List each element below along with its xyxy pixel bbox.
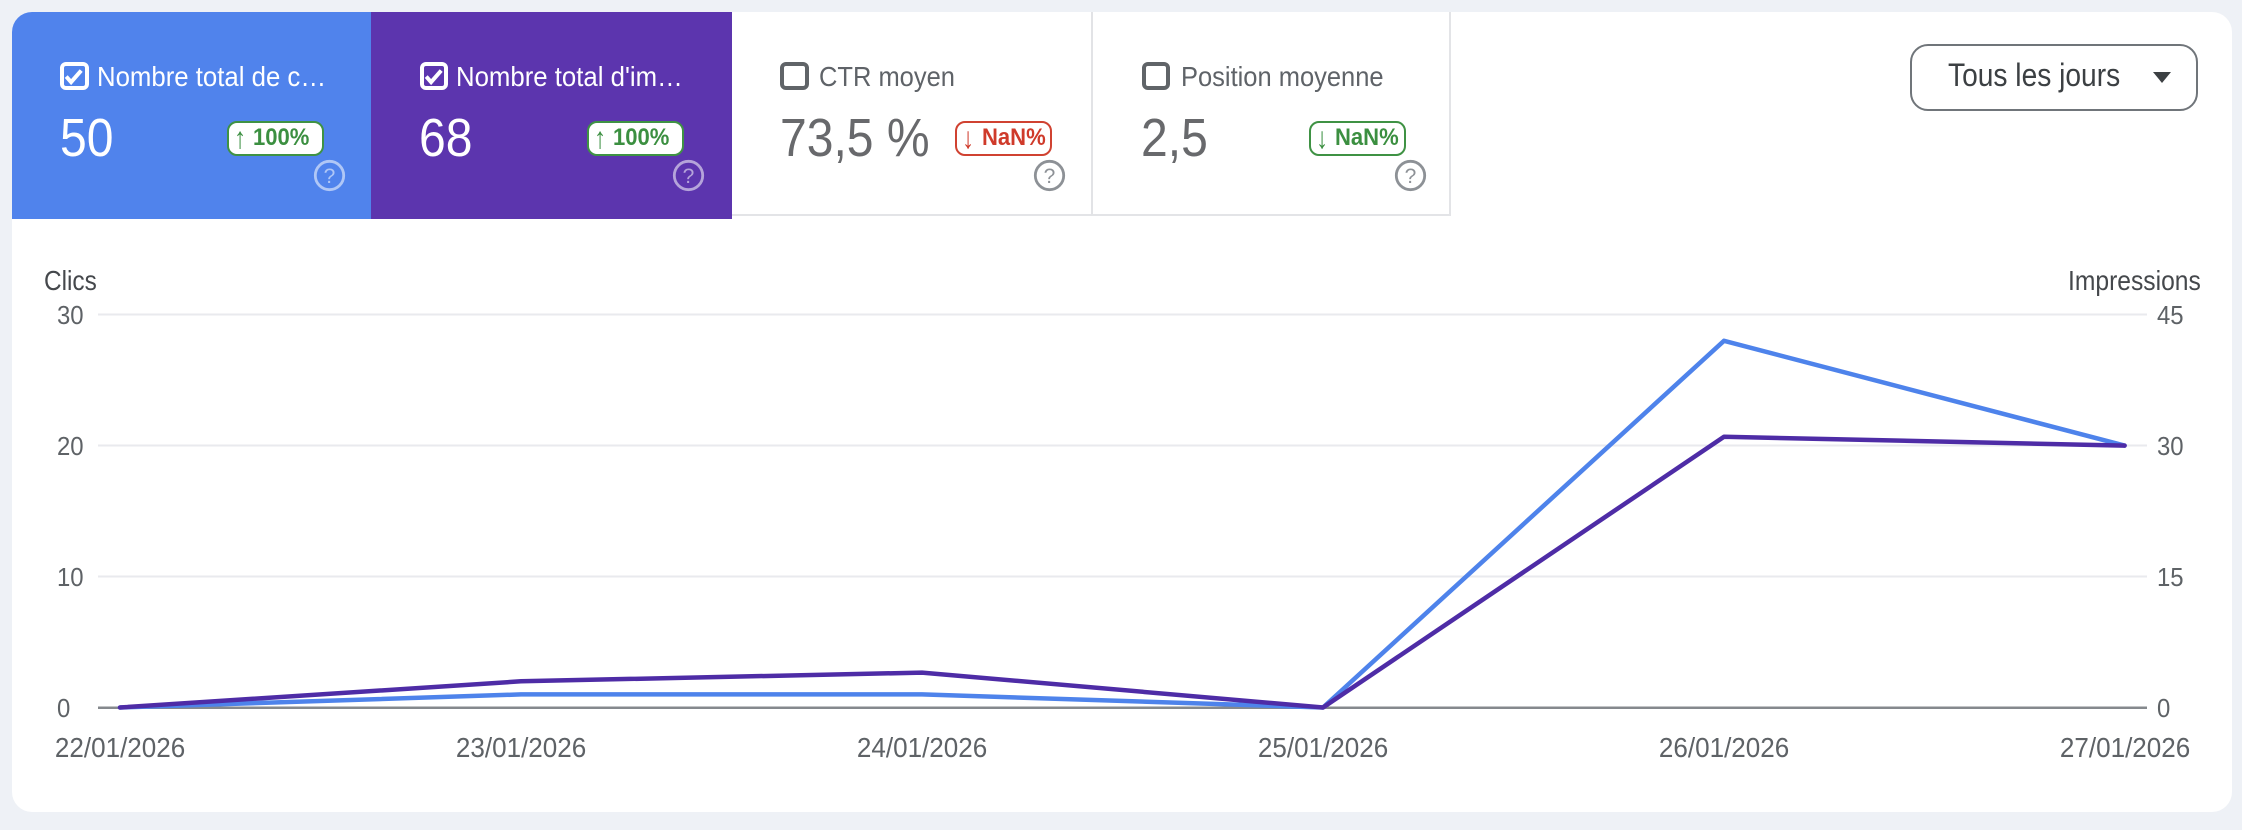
svg-text:?: ? — [323, 165, 335, 188]
svg-text:?: ? — [683, 165, 695, 188]
svg-text:?: ? — [1043, 165, 1055, 188]
svg-text:?: ? — [1405, 165, 1417, 188]
